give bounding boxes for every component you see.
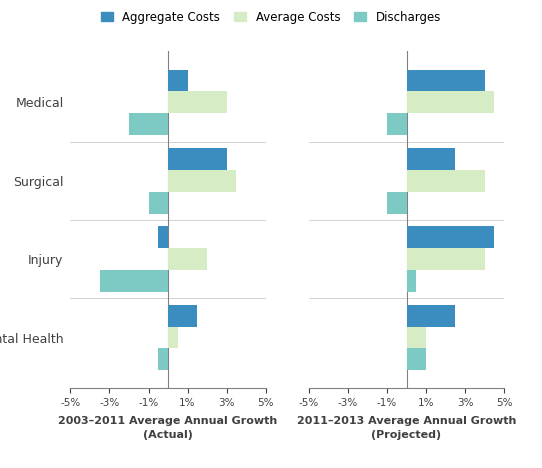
Bar (406, 248, 485, 270)
Bar (158, 226, 168, 248)
Bar (387, 192, 406, 214)
X-axis label: 2011–2013 Average Annual Growth
(Projected): 2011–2013 Average Annual Growth (Project… (297, 417, 516, 440)
Bar (168, 305, 197, 327)
Bar (406, 91, 494, 113)
Bar (387, 113, 406, 135)
Bar (158, 349, 168, 370)
Bar (406, 170, 485, 192)
Bar (168, 327, 178, 349)
Bar (168, 91, 227, 113)
Bar (406, 226, 494, 248)
Bar (149, 192, 168, 214)
Bar (100, 270, 168, 292)
Bar (168, 148, 227, 170)
Legend: Aggregate Costs, Average Costs, Discharges: Aggregate Costs, Average Costs, Discharg… (96, 6, 446, 29)
Bar (406, 349, 426, 370)
Bar (406, 327, 426, 349)
Bar (129, 113, 168, 135)
Bar (406, 70, 485, 91)
Bar (406, 148, 455, 170)
Bar (406, 305, 455, 327)
X-axis label: 2003–2011 Average Annual Growth
(Actual): 2003–2011 Average Annual Growth (Actual) (59, 417, 278, 440)
Bar (168, 70, 188, 91)
Bar (168, 170, 236, 192)
Bar (168, 248, 207, 270)
Bar (406, 270, 416, 292)
